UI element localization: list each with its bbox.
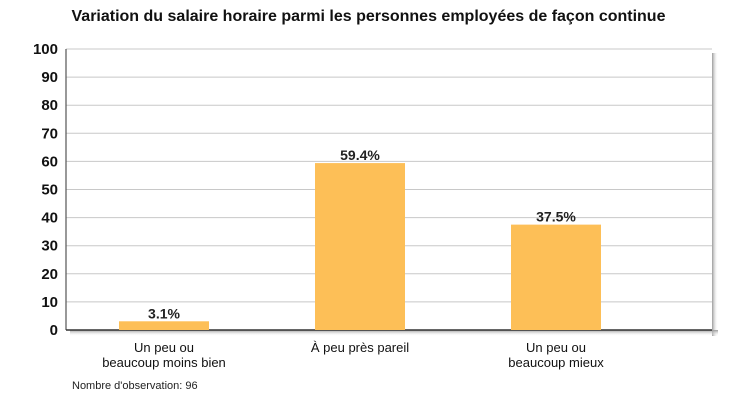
x-tick-label: Un peu ou: [134, 340, 194, 355]
plot-shadow-right: [712, 53, 718, 336]
y-tick-label: 30: [41, 238, 58, 255]
bar: [119, 321, 209, 330]
plot-shadow-bottom: [70, 330, 718, 336]
x-tick-label: À peu près pareil: [311, 340, 409, 355]
x-tick-label: beaucoup mieux: [508, 355, 604, 370]
chart-title: Variation du salaire horaire parmi les p…: [71, 8, 666, 25]
y-tick-label: 40: [41, 210, 58, 227]
y-tick-label: 20: [41, 266, 58, 283]
observation-note: Nombre d'observation: 96: [72, 380, 198, 392]
data-label: 37.5%: [536, 209, 576, 225]
x-tick-label: beaucoup moins bien: [102, 355, 226, 370]
y-tick-label: 70: [41, 125, 58, 142]
bar: [315, 163, 405, 330]
y-tick-label: 0: [50, 322, 58, 339]
plot-shadow: [70, 53, 718, 336]
data-label: 59.4%: [340, 147, 380, 163]
y-tick-label: 50: [41, 182, 58, 199]
bar: [511, 224, 601, 330]
x-tick-label: Un peu ou: [526, 340, 586, 355]
bars: [119, 163, 601, 330]
data-label: 3.1%: [148, 305, 180, 321]
y-tick-label: 10: [41, 294, 58, 311]
y-tick-label: 100: [33, 41, 58, 58]
y-tick-label: 60: [41, 153, 58, 170]
y-tick-label: 80: [41, 97, 58, 114]
y-tick-label: 90: [41, 69, 58, 86]
